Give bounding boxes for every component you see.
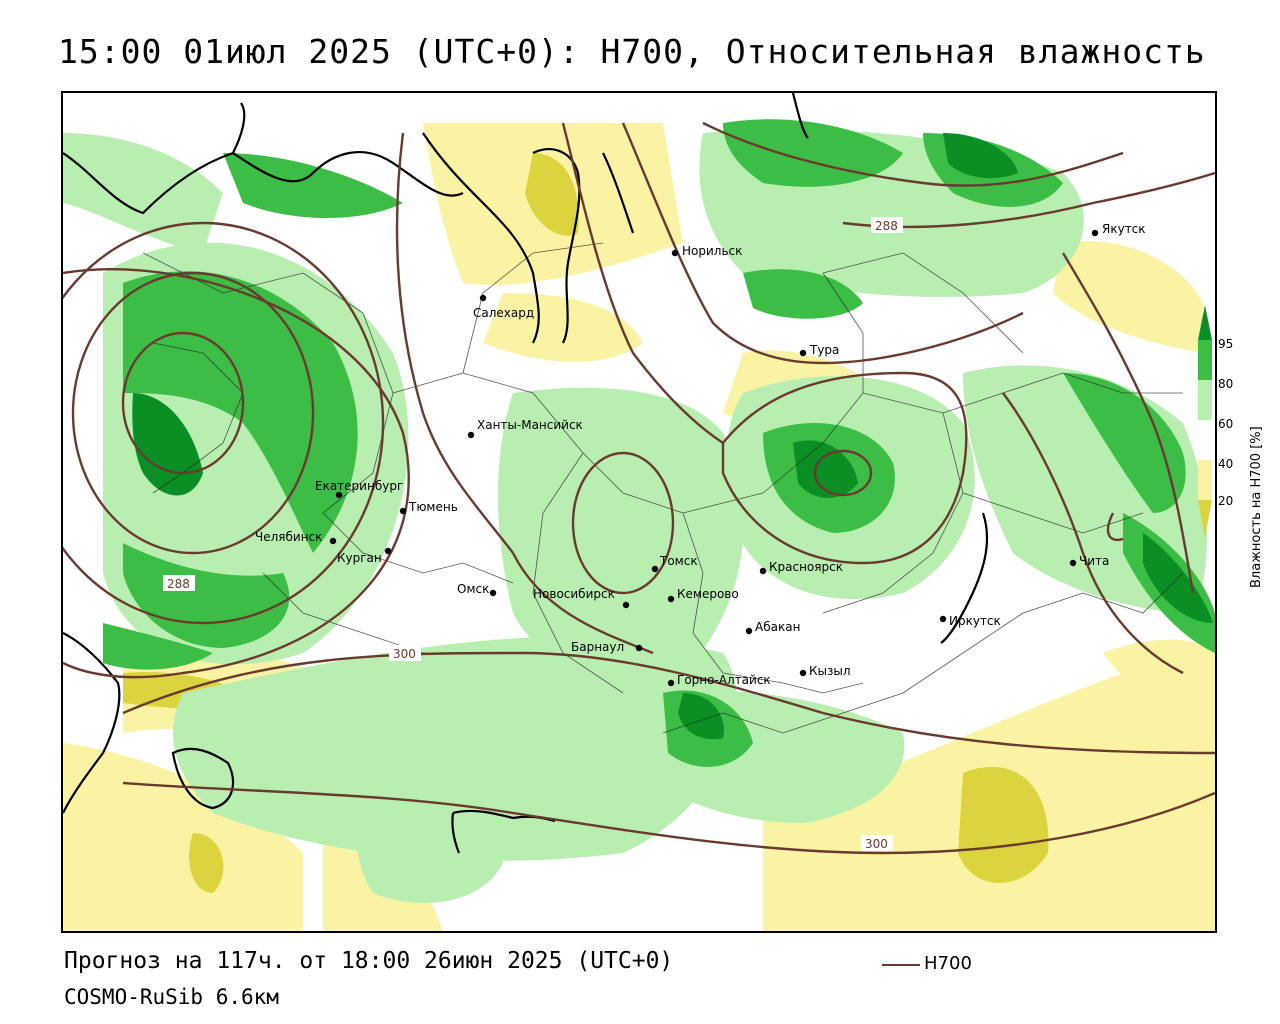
isoline-label-288-north: 288 [875,219,898,233]
colorbar-60-80 [1198,380,1212,420]
colorbar-tick-60: 60 [1218,417,1233,431]
city-dot-yekaterinburg [335,491,343,499]
city-dot-omsk [489,589,497,597]
city-dot-irkutsk [939,615,947,623]
city-dot-novosibirsk [622,601,630,609]
colorbar-80-95 [1198,340,1212,380]
city-dot-norilsk [671,249,679,257]
city-label-tomsk: Томск [659,554,698,568]
colorbar-tick-40: 40 [1218,457,1233,471]
wet-regions [103,119,1215,767]
city-label-irkutsk: Иркутск [949,614,1001,628]
colorbar-40-60 [1198,420,1212,460]
city-label-chita: Чита [1079,554,1109,568]
model-name: COSMO-RuSib 6.6км [64,985,279,1009]
humidity-map: 288 288 300 300 Норильск Якутск Салехард… [61,91,1217,933]
h700-legend-label: H700 [924,953,972,974]
colorbar-below-20 [1198,500,1212,538]
isoline-labels: 288 288 300 300 [163,217,903,851]
colorbar-tick-80: 80 [1218,377,1233,391]
city-label-norilsk: Норильск [682,244,742,258]
city-dot-tura [799,349,807,357]
city-dot-krasnoyarsk [759,567,767,575]
city-dot-tomsk [651,565,659,573]
city-label-tura: Тура [809,343,839,357]
colorbar-title: Влажность на Н700 [%] [1249,426,1264,588]
city-label-khanty-mansiysk: Ханты-Мансийск [477,418,583,432]
forecast-info: Прогноз на 117ч. от 18:00 26июн 2025 (UT… [64,948,674,974]
city-dot-abakan [745,627,753,635]
city-dot-kemerovo [667,595,675,603]
cities: Норильск Якутск Салехард Тура Ханты-Манс… [255,222,1146,687]
colorbar-above-95 [1198,305,1212,340]
city-label-kyzyl: Кызыл [809,664,851,678]
map-title: 15:00 01июл 2025 (UTC+0): H700, Относите… [58,32,1206,71]
city-label-tyumen: Тюмень [408,500,458,514]
humidity-colorbar: 95 80 60 40 20 Влажность на Н700 [%] [1198,300,1278,600]
city-label-krasnoyarsk: Красноярск [769,560,843,574]
city-label-abakan: Абакан [755,620,800,634]
city-dot-kurgan [384,547,392,555]
h700-isolines [63,121,1215,855]
city-label-novosibirsk: Новосибирск [533,587,615,601]
isoline-label-288-west: 288 [167,577,190,591]
city-label-chelyabinsk: Челябинск [255,530,322,544]
colorbar-20-40 [1198,460,1212,500]
city-label-barnaul: Барнаул [571,640,624,654]
city-dot-salekhard [479,294,487,302]
city-label-gorno-altaysk: Горно-Алтайск [677,673,771,687]
city-label-yakutsk: Якутск [1102,222,1146,236]
city-label-kemerovo: Кемерово [677,587,739,601]
city-label-omsk: Омск [457,582,489,596]
city-label-salekhard: Салехард [473,306,534,320]
city-dot-yakutsk [1091,229,1099,237]
city-dot-tyumen [399,507,407,515]
city-label-yekaterinburg: Екатеринбург [315,479,403,493]
colorbar-tick-95: 95 [1218,337,1233,351]
isoline-label-300-south: 300 [865,837,888,851]
isoline-label-300-center: 300 [393,647,416,661]
city-dot-barnaul [635,644,643,652]
city-dot-kyzyl [799,669,807,677]
city-dot-chita [1069,559,1077,567]
colorbar-tick-20: 20 [1218,494,1233,508]
h700-legend-line [882,964,920,966]
city-dot-khanty-mansiysk [467,431,475,439]
city-label-kurgan: Курган [337,551,382,565]
city-dot-gorno-altaysk [667,679,675,687]
city-dot-chelyabinsk [329,537,337,545]
